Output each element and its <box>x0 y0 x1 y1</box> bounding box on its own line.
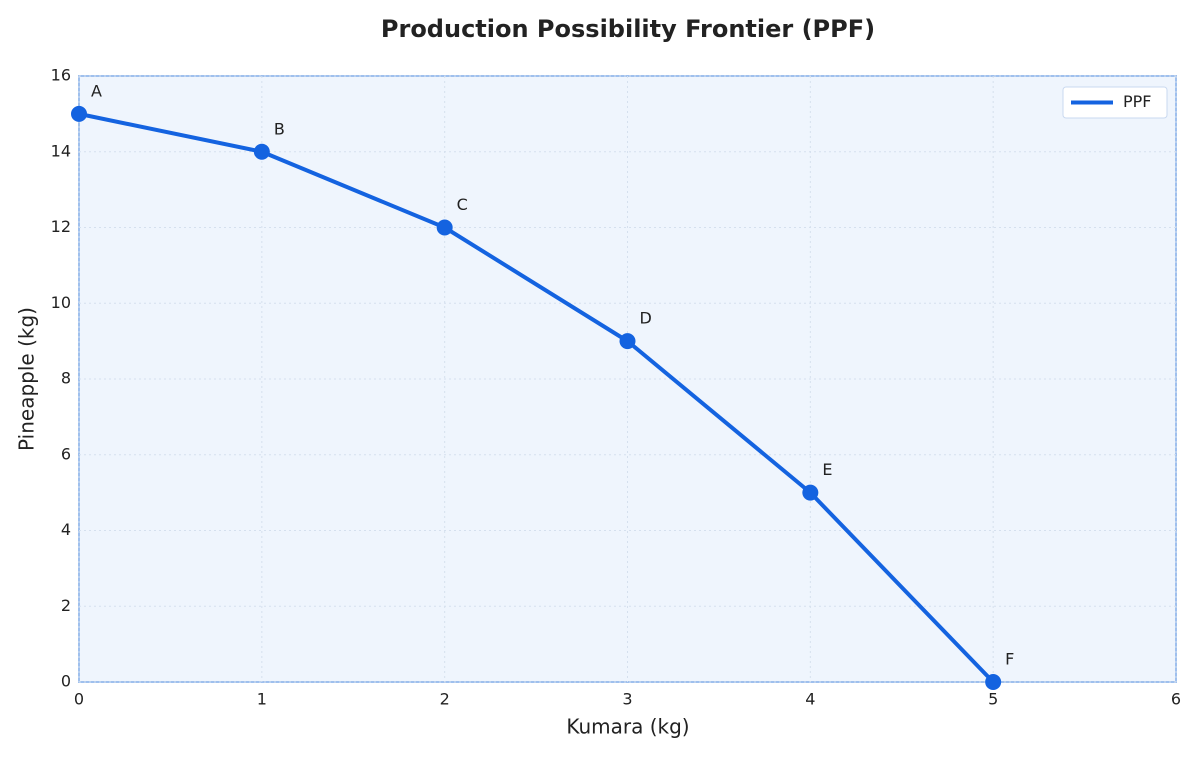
x-tick-label: 1 <box>257 690 267 709</box>
point-label: C <box>457 195 468 214</box>
point-label: A <box>91 81 102 100</box>
series-line <box>78 111 995 684</box>
y-tick-label: 2 <box>61 596 71 615</box>
marker <box>253 143 270 160</box>
y-tick-label: 8 <box>61 369 71 388</box>
legend-box <box>1062 86 1168 119</box>
x-axis-label: Kumara (kg) <box>566 715 689 739</box>
y-tick-label: 10 <box>51 293 71 312</box>
y-tick-label: 16 <box>51 66 71 85</box>
legend-label: PPF <box>1123 92 1152 111</box>
x-tick-label: 0 <box>74 690 84 709</box>
x-tick-label: 6 <box>1171 690 1181 709</box>
y-tick-label: 12 <box>51 217 71 236</box>
y-tick-label: 0 <box>61 672 71 691</box>
y-tick-label: 4 <box>61 520 71 539</box>
chart-title: Production Possibility Frontier (PPF) <box>381 15 875 43</box>
y-tick-label: 14 <box>51 141 71 160</box>
x-tick-label: 2 <box>440 690 450 709</box>
marker <box>802 484 819 501</box>
marker <box>619 333 636 350</box>
point-label: F <box>1005 650 1014 669</box>
point-label: D <box>640 309 652 328</box>
y-axis-label: Pineapple (kg) <box>15 307 39 451</box>
point-label: E <box>822 460 832 479</box>
point-label: B <box>274 119 285 138</box>
marker <box>985 674 1002 690</box>
y-tick-label: 6 <box>61 444 71 463</box>
marker <box>71 105 87 122</box>
x-tick-label: 4 <box>805 690 815 709</box>
marker <box>436 219 453 236</box>
x-tick-label: 5 <box>988 690 998 709</box>
x-tick-label: 3 <box>622 690 632 709</box>
